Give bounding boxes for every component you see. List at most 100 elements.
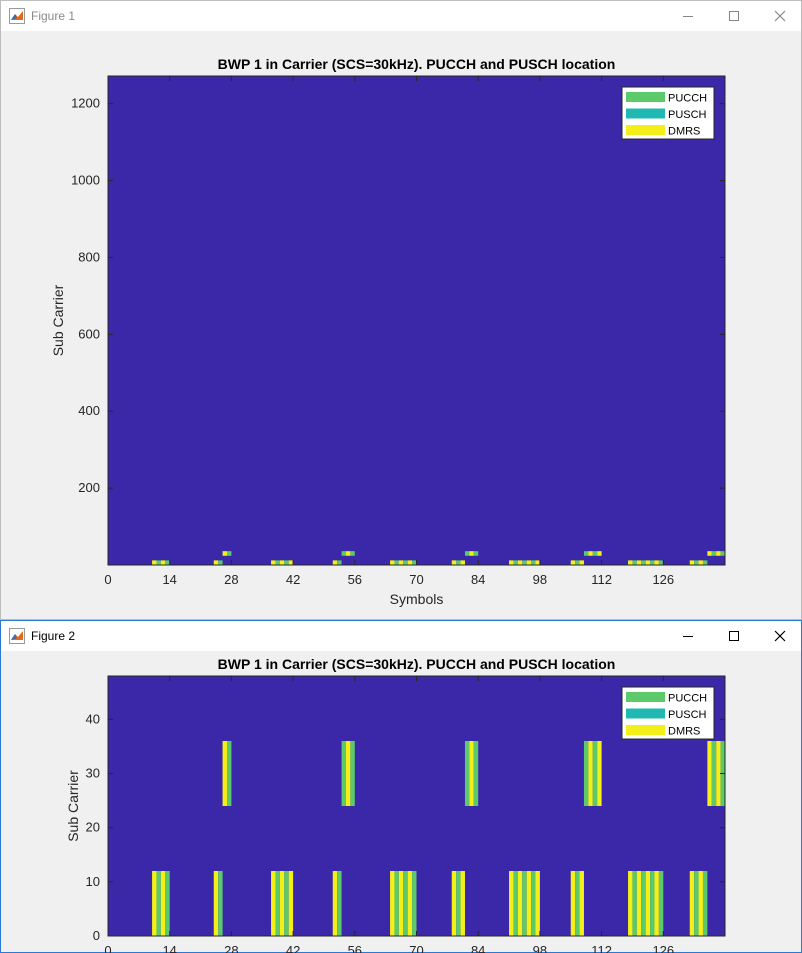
close-button[interactable] (757, 621, 802, 651)
x-tick-label: 14 (162, 572, 176, 587)
y-tick-label: 0 (93, 928, 100, 943)
resource-cell-pucch (394, 560, 399, 565)
resource-cell-dmrs (152, 560, 157, 565)
y-tick-label: 30 (86, 766, 100, 781)
resource-cell-dmrs (271, 560, 276, 565)
x-tick-label: 84 (471, 572, 485, 587)
resource-cell-pucch (403, 560, 408, 565)
resource-cell-pucch (720, 551, 725, 556)
legend-swatch-pusch (626, 708, 665, 719)
close-icon (774, 630, 786, 642)
chart-title: BWP 1 in Carrier (SCS=30kHz). PUCCH and … (218, 656, 616, 672)
resource-cell-pucch (592, 741, 598, 806)
resource-cell-pucch (284, 560, 289, 565)
resource-cell-pucch (575, 871, 580, 936)
resource-cell-pucch (350, 741, 355, 806)
resource-cell-dmrs (716, 741, 721, 806)
close-button[interactable] (757, 1, 802, 31)
resource-cell-dmrs (398, 560, 404, 565)
resource-cell-pucch (641, 871, 646, 936)
minimize-icon (683, 16, 693, 17)
resource-cell-pucch (156, 871, 161, 936)
legend-label-pucch: PUCCH (668, 693, 707, 705)
maximize-icon (729, 11, 739, 21)
window-titlebar[interactable]: Figure 1 (1, 1, 801, 31)
resource-cell-dmrs (271, 871, 276, 936)
legend-swatch-dmrs (626, 125, 665, 135)
x-tick-label: 28 (224, 943, 238, 953)
resource-cell-dmrs (636, 560, 642, 565)
resource-cell-pucch (412, 560, 417, 565)
resource-cell-dmrs (654, 871, 659, 936)
x-axis-label: Symbols (390, 591, 444, 607)
resource-cell-dmrs (597, 551, 602, 556)
resource-cell-pucch (226, 551, 232, 556)
resource-cell-pucch (464, 741, 470, 806)
y-tick-label: 40 (86, 711, 100, 726)
resource-cell-dmrs (509, 560, 514, 565)
maximize-button[interactable] (711, 1, 757, 31)
resource-cell-pucch (632, 560, 637, 565)
resource-cell-pucch (218, 560, 223, 565)
resource-cell-dmrs (654, 560, 659, 565)
resource-cell-pucch (394, 871, 399, 936)
resource-cell-dmrs (451, 871, 457, 936)
resource-cell-pucch (694, 560, 699, 565)
resource-cell-pucch (658, 871, 664, 936)
window-titlebar[interactable]: Figure 2 (1, 621, 801, 651)
x-tick-label: 126 (652, 943, 674, 953)
resource-cell-pucch (226, 741, 232, 806)
resource-cell-pucch (658, 560, 664, 565)
resource-cell-pucch (337, 560, 342, 565)
plot-area (108, 76, 725, 565)
resource-cell-dmrs (345, 741, 351, 806)
resource-cell-pucch (632, 871, 637, 936)
resource-cell-dmrs (460, 560, 465, 565)
resource-cell-dmrs (390, 871, 395, 936)
x-tick-label: 14 (162, 943, 176, 953)
legend-label-pusch: PUSCH (668, 709, 707, 721)
resource-cell-pucch (403, 871, 408, 936)
y-tick-label: 10 (86, 874, 100, 889)
legend-swatch-pucch (626, 692, 665, 702)
resource-cell-dmrs (689, 871, 695, 936)
resource-cell-pucch (456, 871, 461, 936)
y-axis-label: Sub Carrier (50, 284, 66, 356)
resource-cell-dmrs (689, 560, 695, 565)
resource-cell-dmrs (535, 871, 540, 936)
x-tick-label: 98 (533, 943, 547, 953)
legend-label-dmrs: DMRS (668, 726, 700, 738)
maximize-button[interactable] (711, 621, 757, 651)
resource-cell-dmrs (645, 560, 651, 565)
x-tick-label: 112 (591, 943, 612, 953)
resource-cell-pucch (702, 560, 708, 565)
x-tick-label: 42 (286, 572, 300, 587)
x-tick-label: 112 (591, 572, 612, 587)
x-tick-label: 0 (104, 572, 111, 587)
resource-cell-dmrs (628, 560, 633, 565)
minimize-icon (683, 636, 693, 637)
minimize-button[interactable] (665, 1, 711, 31)
maximize-icon (729, 631, 739, 641)
resource-cell-pucch (575, 560, 580, 565)
resource-cell-dmrs (288, 560, 294, 565)
heatmap-chart[interactable]: 0 14 28 42 56 70 84 98 112 126 0 10 20 30 40 BWP 1 in C… (1, 651, 801, 953)
resource-cell-dmrs (222, 551, 227, 556)
resource-cell-dmrs (222, 741, 227, 806)
y-tick-label: 600 (78, 326, 100, 341)
window-title: Figure 1 (31, 9, 76, 23)
resource-cell-dmrs (469, 741, 474, 806)
resource-cell-pucch (464, 551, 470, 556)
heatmap-chart[interactable]: 0 14 28 42 56 70 84 98 112 126 200 400 600 800 1000 120… (1, 31, 801, 619)
resource-cell-dmrs (332, 560, 338, 565)
resource-cell-pucch (711, 741, 717, 806)
resource-cell-dmrs (398, 871, 404, 936)
resource-cell-dmrs (628, 871, 633, 936)
resource-cell-dmrs (517, 871, 523, 936)
resource-cell-dmrs (707, 741, 712, 806)
minimize-button[interactable] (665, 621, 711, 651)
resource-cell-dmrs (345, 551, 351, 556)
resource-cell-dmrs (160, 560, 166, 565)
resource-cell-pucch (531, 560, 536, 565)
x-tick-label: 28 (224, 572, 238, 587)
